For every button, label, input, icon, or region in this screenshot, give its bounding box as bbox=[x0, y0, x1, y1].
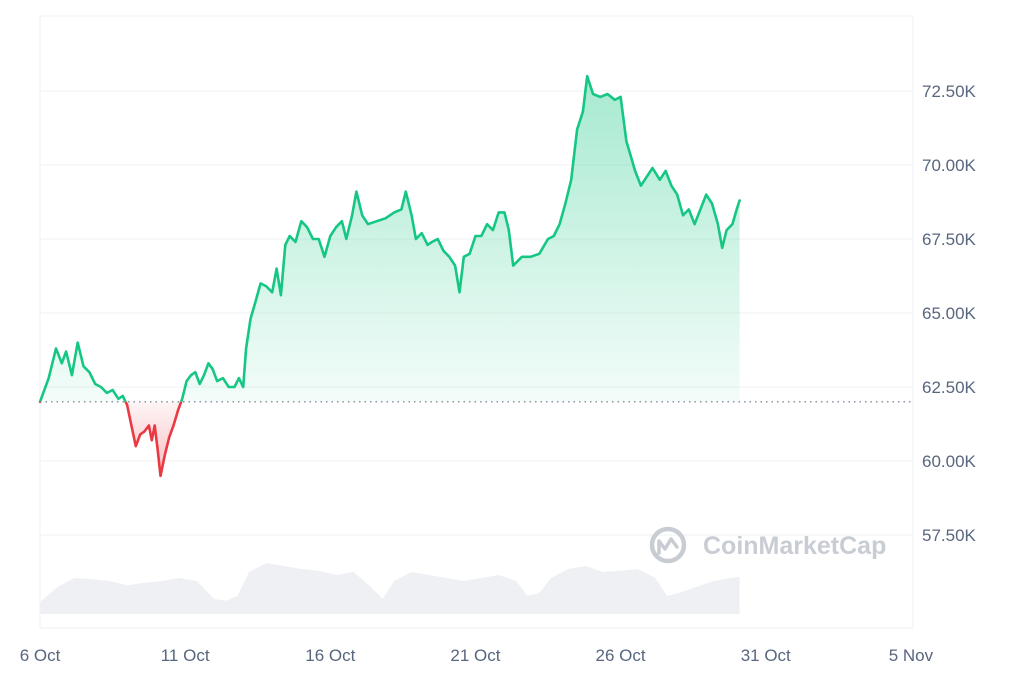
x-tick-label: 16 Oct bbox=[305, 646, 355, 665]
volume-shape bbox=[40, 563, 740, 614]
area-above-baseline bbox=[40, 76, 740, 402]
x-tick-label: 5 Nov bbox=[889, 646, 934, 665]
price-line-down bbox=[38, 401, 183, 478]
x-tick-label: 6 Oct bbox=[20, 646, 61, 665]
x-tick-label: 11 Oct bbox=[161, 646, 210, 665]
watermark-text: CoinMarketCap bbox=[703, 532, 886, 560]
y-tick-label: 72.50K bbox=[922, 82, 977, 101]
y-tick-label: 62.50K bbox=[922, 378, 977, 397]
price-line-up bbox=[38, 74, 741, 402]
price-line bbox=[38, 74, 741, 478]
y-tick-label: 65.00K bbox=[922, 304, 977, 323]
x-axis: 6 Oct 11 Oct 16 Oct 21 Oct 26 Oct 31 Oct 5 Nov bbox=[20, 646, 934, 665]
x-tick-label: 21 Oct bbox=[450, 646, 500, 665]
x-tick-label: 26 Oct bbox=[596, 646, 646, 665]
y-tick-label: 70.00K bbox=[922, 156, 977, 175]
y-axis: 57.50K 60.00K 62.50K 65.00K 67.50K 70.00K 72.5… bbox=[922, 82, 977, 545]
y-tick-label: 57.50K bbox=[922, 526, 977, 545]
coinmarketcap-logo-icon bbox=[649, 526, 687, 564]
x-tick-label: 31 Oct bbox=[741, 646, 791, 665]
plot-border bbox=[39, 15, 914, 629]
y-tick-label: 60.00K bbox=[922, 452, 977, 471]
y-tick-label: 67.50K bbox=[922, 230, 977, 249]
volume-area bbox=[40, 563, 740, 614]
grid-lines bbox=[39, 15, 914, 629]
watermark: CoinMarketCap bbox=[649, 526, 886, 564]
price-area bbox=[40, 76, 740, 476]
